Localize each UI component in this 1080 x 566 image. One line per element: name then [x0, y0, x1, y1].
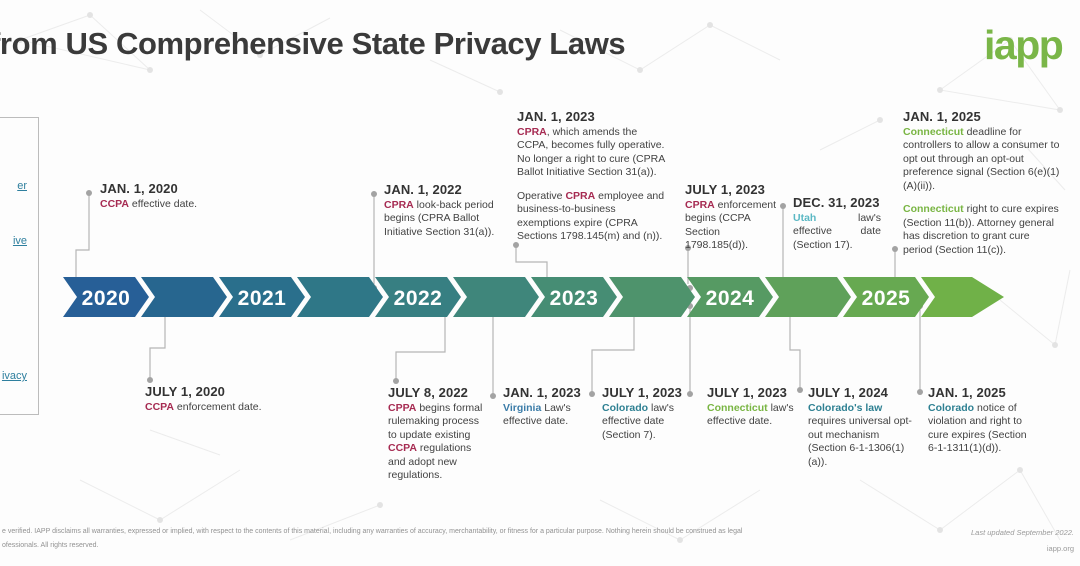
annotation-bottom-july-2022: JULY 8, 2022 CPPA begins formal rulemaki… [388, 385, 486, 483]
annotation-top-jan-2020: JAN. 1, 2020 CCPA effective date. [100, 181, 230, 211]
annotation-bottom-july-2020: JULY 1, 2020 CCPA enforcement date. [145, 384, 285, 414]
annotation-body: Connecticut law's effective date. [707, 402, 794, 428]
annotation-body: Connecticut deadline for controllers to … [903, 126, 1060, 256]
timeline-segment-2024 [687, 277, 773, 317]
timeline-segment [765, 277, 851, 317]
timeline-segment-2022 [375, 277, 461, 317]
annotation-date: JULY 1, 2023 [685, 182, 765, 197]
annotation-body: Utah law's effective date (Section 17). [793, 212, 881, 251]
timeline-segment-2020 [63, 277, 149, 317]
annotation-date: JULY 1, 2023 [707, 385, 787, 400]
legend-link-3[interactable]: ivacy [1, 370, 27, 382]
timeline-segment [453, 277, 539, 317]
annotation-date: JULY 1, 2020 [145, 384, 225, 399]
annotation-date: JAN. 1, 2020 [100, 181, 178, 196]
annotation-top-jan-2025: JAN. 1, 2025 Connecticut deadline for co… [903, 109, 1061, 257]
annotation-body: CCPA effective date. [100, 198, 198, 210]
annotation-body: CPRA enforcement begins (CCPA Section 17… [685, 199, 777, 252]
annotation-body: Virginia Law's effective date. [503, 402, 571, 428]
annotation-date: JAN. 1, 2025 [928, 385, 1006, 400]
iapp-logo: iapp [984, 22, 1064, 68]
annotation-top-dec-2023: DEC. 31, 2023 Utah law's effective date … [793, 195, 881, 252]
year-label-2020: 2020 [82, 287, 131, 310]
annotation-body: CCPA enforcement date. [145, 401, 262, 413]
timeline-arrow-end [921, 277, 1004, 317]
annotation-body: Colorado notice of violation and right t… [928, 402, 1027, 455]
timeline-segment-2021 [219, 277, 305, 317]
year-label-2023: 2023 [550, 287, 599, 310]
annotation-top-july-2023: JULY 1, 2023 CPRA enforcement begins (CC… [685, 182, 779, 253]
legend-box: er ive ivacy [0, 117, 39, 415]
annotation-bottom-jan-2025: JAN. 1, 2025 Colorado notice of violatio… [928, 385, 1030, 456]
annotation-body: Colorado law's effective date (Section 7… [602, 402, 675, 441]
annotation-date: DEC. 31, 2023 [793, 195, 880, 210]
year-label-2022: 2022 [394, 287, 443, 310]
annotation-date: JULY 1, 2023 [602, 385, 682, 400]
timeline-chevrons [63, 277, 1004, 317]
annotation-body: CPPA begins formal rulemaking process to… [388, 402, 483, 482]
timeline-segment [141, 277, 227, 317]
year-label-2024: 2024 [706, 287, 755, 310]
legend-link-2[interactable]: ive [12, 235, 27, 247]
annotation-date: JAN. 1, 2025 [903, 109, 981, 124]
timeline-segment-2025 [843, 277, 929, 317]
annotation-date: JULY 8, 2022 [388, 385, 468, 400]
annotation-date: JAN. 1, 2022 [384, 182, 462, 197]
timeline-segment [297, 277, 383, 317]
year-label-2025: 2025 [862, 287, 911, 310]
annotation-body: CPRA, which amends the CCPA, becomes ful… [517, 126, 665, 243]
footer-disclaimer-line1: e verified. IAPP disclaims all warrantie… [2, 528, 743, 535]
annotation-body: Colorado's law requires universal opt-ou… [808, 402, 912, 468]
footer-last-updated: Last updated September 2022. [971, 528, 1074, 537]
annotation-top-jan-2023: JAN. 1, 2023 CPRA, which amends the CCPA… [517, 109, 669, 244]
annotation-bottom-july-2023-colorado: JULY 1, 2023 Colorado law's effective da… [602, 385, 686, 442]
annotation-bottom-jan-2023-virginia: JAN. 1, 2023 Virginia Law's effective da… [503, 385, 591, 429]
annotation-top-jan-2022: JAN. 1, 2022 CPRA look-back period begin… [384, 182, 496, 239]
connector-lines [75, 193, 921, 394]
annotation-date: JAN. 1, 2023 [517, 109, 595, 124]
year-label-2021: 2021 [238, 287, 287, 310]
legend-link-1[interactable]: er [17, 180, 27, 192]
annotation-bottom-july-2023-connecticut: JULY 1, 2023 Connecticut law's effective… [707, 385, 799, 429]
timeline-year-labels: 2020 2021 2022 2023 2024 2025 [82, 287, 911, 310]
footer-site-url: iapp.org [1046, 544, 1074, 553]
footer-disclaimer-line2: ofessionals. All rights reserved. [2, 542, 99, 549]
timeline-segment [609, 277, 695, 317]
annotation-date: JULY 1, 2024 [808, 385, 888, 400]
annotation-bottom-july-2024: JULY 1, 2024 Colorado's law requires uni… [808, 385, 918, 469]
annotation-body: CPRA look-back period begins (CPRA Ballo… [384, 199, 495, 238]
timeline-segment-2023 [531, 277, 617, 317]
annotation-date: JAN. 1, 2023 [503, 385, 581, 400]
page-title: from US Comprehensive State Privacy Laws [0, 26, 626, 61]
